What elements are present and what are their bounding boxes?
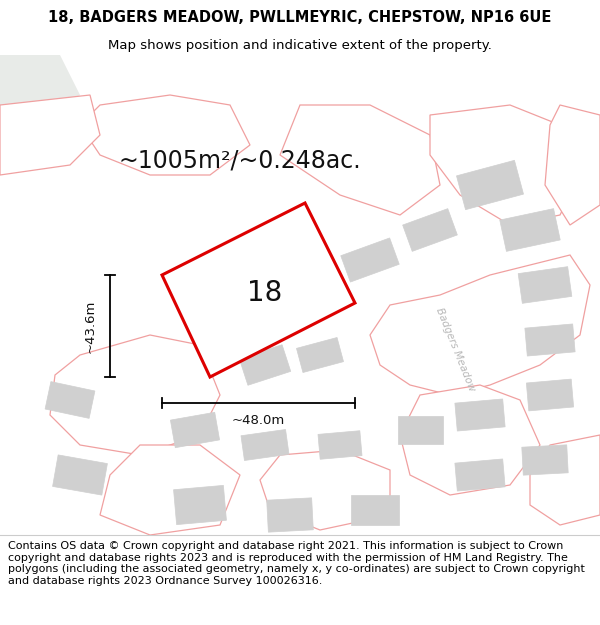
Polygon shape bbox=[545, 105, 600, 225]
Polygon shape bbox=[0, 55, 80, 135]
Text: ~1005m²/~0.248ac.: ~1005m²/~0.248ac. bbox=[119, 148, 361, 172]
Polygon shape bbox=[526, 379, 574, 411]
Polygon shape bbox=[457, 161, 524, 209]
Text: Badgers Meadow: Badgers Meadow bbox=[434, 307, 476, 393]
Text: 18: 18 bbox=[247, 279, 283, 307]
Polygon shape bbox=[370, 255, 590, 395]
Polygon shape bbox=[170, 412, 220, 447]
Polygon shape bbox=[522, 445, 568, 475]
Polygon shape bbox=[398, 416, 443, 444]
Polygon shape bbox=[318, 431, 362, 459]
Polygon shape bbox=[500, 209, 560, 251]
Polygon shape bbox=[173, 486, 226, 524]
Polygon shape bbox=[0, 95, 100, 175]
Polygon shape bbox=[162, 203, 355, 377]
Polygon shape bbox=[280, 105, 440, 215]
Polygon shape bbox=[341, 238, 399, 282]
Polygon shape bbox=[400, 385, 540, 495]
Polygon shape bbox=[53, 455, 107, 495]
Polygon shape bbox=[50, 335, 220, 455]
Polygon shape bbox=[296, 338, 344, 372]
Polygon shape bbox=[260, 450, 390, 530]
Polygon shape bbox=[80, 95, 250, 175]
Polygon shape bbox=[455, 459, 505, 491]
Polygon shape bbox=[430, 105, 580, 225]
Polygon shape bbox=[530, 435, 600, 525]
Text: Contains OS data © Crown copyright and database right 2021. This information is : Contains OS data © Crown copyright and d… bbox=[8, 541, 584, 586]
Polygon shape bbox=[403, 209, 457, 251]
Text: ~43.6m: ~43.6m bbox=[83, 299, 97, 352]
Polygon shape bbox=[518, 267, 572, 303]
Polygon shape bbox=[266, 498, 313, 532]
Polygon shape bbox=[45, 382, 95, 418]
Polygon shape bbox=[525, 324, 575, 356]
Polygon shape bbox=[351, 495, 399, 525]
Polygon shape bbox=[241, 429, 289, 461]
Text: ~48.0m: ~48.0m bbox=[232, 414, 285, 428]
Text: 18, BADGERS MEADOW, PWLLMEYRIC, CHEPSTOW, NP16 6UE: 18, BADGERS MEADOW, PWLLMEYRIC, CHEPSTOW… bbox=[49, 10, 551, 25]
Polygon shape bbox=[100, 445, 240, 535]
Polygon shape bbox=[455, 399, 505, 431]
Polygon shape bbox=[239, 345, 291, 385]
Text: Map shows position and indicative extent of the property.: Map shows position and indicative extent… bbox=[108, 39, 492, 51]
